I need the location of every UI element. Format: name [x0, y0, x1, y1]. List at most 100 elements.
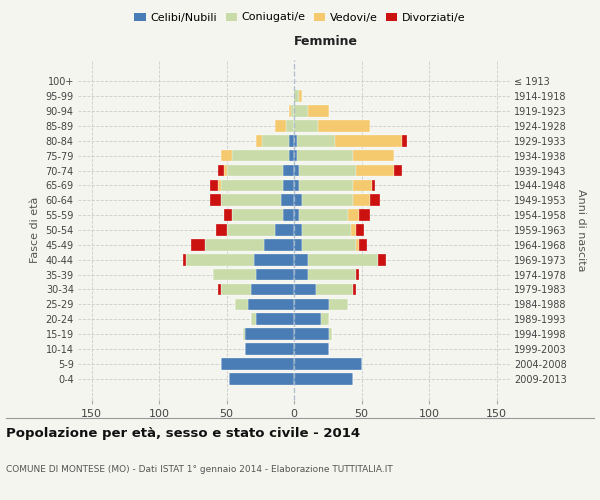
Bar [356, 269, 359, 280]
Bar [218, 180, 221, 191]
Y-axis label: Anni di nascita: Anni di nascita [577, 188, 586, 271]
Bar [319, 120, 370, 132]
Bar [294, 180, 299, 191]
Text: COMUNE DI MONTESE (MO) - Dati ISTAT 1° gennaio 2014 - Elaborazione TUTTITALIA.IT: COMUNE DI MONTESE (MO) - Dati ISTAT 1° g… [6, 466, 393, 474]
Bar [294, 210, 299, 221]
Bar [294, 224, 302, 236]
Bar [283, 164, 294, 176]
Bar [186, 254, 254, 266]
Y-axis label: Fasce di età: Fasce di età [30, 197, 40, 263]
Bar [353, 150, 394, 162]
Bar [218, 284, 221, 296]
Bar [283, 180, 294, 191]
Bar [221, 180, 283, 191]
Bar [245, 328, 294, 340]
Bar [302, 224, 351, 236]
Bar [378, 254, 386, 266]
Bar [316, 284, 353, 296]
Bar [213, 269, 256, 280]
Bar [245, 343, 294, 355]
Bar [248, 298, 294, 310]
Bar [299, 180, 353, 191]
Bar [350, 224, 356, 236]
Bar [294, 358, 361, 370]
Bar [394, 164, 402, 176]
Bar [224, 164, 227, 176]
Bar [294, 343, 329, 355]
Bar [302, 239, 356, 250]
Bar [254, 254, 294, 266]
Text: Popolazione per età, sesso e stato civile - 2014: Popolazione per età, sesso e stato civil… [6, 428, 360, 440]
Bar [348, 210, 359, 221]
Bar [275, 120, 286, 132]
Bar [221, 194, 281, 206]
Bar [321, 314, 329, 325]
Bar [256, 314, 294, 325]
Bar [210, 180, 218, 191]
Bar [262, 135, 289, 146]
Legend: Celibi/Nubili, Coniugati/e, Vedovi/e, Divorziati/e: Celibi/Nubili, Coniugati/e, Vedovi/e, Di… [130, 8, 470, 27]
Bar [232, 210, 283, 221]
Bar [184, 254, 186, 266]
Bar [292, 105, 294, 117]
Bar [359, 239, 367, 250]
Bar [294, 164, 299, 176]
Bar [402, 135, 407, 146]
Bar [356, 164, 394, 176]
Bar [294, 150, 296, 162]
Bar [221, 358, 294, 370]
Bar [251, 284, 294, 296]
Bar [294, 314, 321, 325]
Bar [294, 105, 308, 117]
Text: Femmine: Femmine [294, 35, 358, 48]
Bar [275, 224, 294, 236]
Bar [218, 164, 224, 176]
Bar [359, 210, 370, 221]
Bar [283, 210, 294, 221]
Bar [281, 194, 294, 206]
Bar [294, 239, 302, 250]
Bar [294, 298, 329, 310]
Bar [296, 135, 335, 146]
Bar [224, 210, 232, 221]
Bar [353, 194, 370, 206]
Bar [289, 135, 294, 146]
Bar [353, 180, 373, 191]
Bar [335, 135, 402, 146]
Bar [294, 90, 299, 102]
Bar [329, 298, 348, 310]
Bar [294, 373, 353, 384]
Bar [227, 164, 283, 176]
Bar [299, 90, 302, 102]
Bar [308, 269, 356, 280]
Bar [235, 298, 248, 310]
Bar [294, 284, 316, 296]
Bar [191, 239, 205, 250]
Bar [294, 194, 302, 206]
Bar [289, 150, 294, 162]
Bar [242, 328, 245, 340]
Bar [210, 194, 221, 206]
Bar [205, 239, 265, 250]
Bar [302, 194, 353, 206]
Bar [221, 150, 232, 162]
Bar [356, 224, 364, 236]
Bar [229, 373, 294, 384]
Bar [256, 135, 262, 146]
Bar [221, 284, 251, 296]
Bar [329, 328, 332, 340]
Bar [256, 269, 294, 280]
Bar [308, 254, 378, 266]
Bar [356, 239, 359, 250]
Bar [286, 120, 294, 132]
Bar [294, 120, 319, 132]
Bar [370, 194, 380, 206]
Bar [251, 314, 256, 325]
Bar [232, 150, 289, 162]
Bar [296, 150, 353, 162]
Bar [353, 284, 356, 296]
Bar [294, 328, 329, 340]
Bar [294, 269, 308, 280]
Bar [294, 135, 296, 146]
Bar [216, 224, 227, 236]
